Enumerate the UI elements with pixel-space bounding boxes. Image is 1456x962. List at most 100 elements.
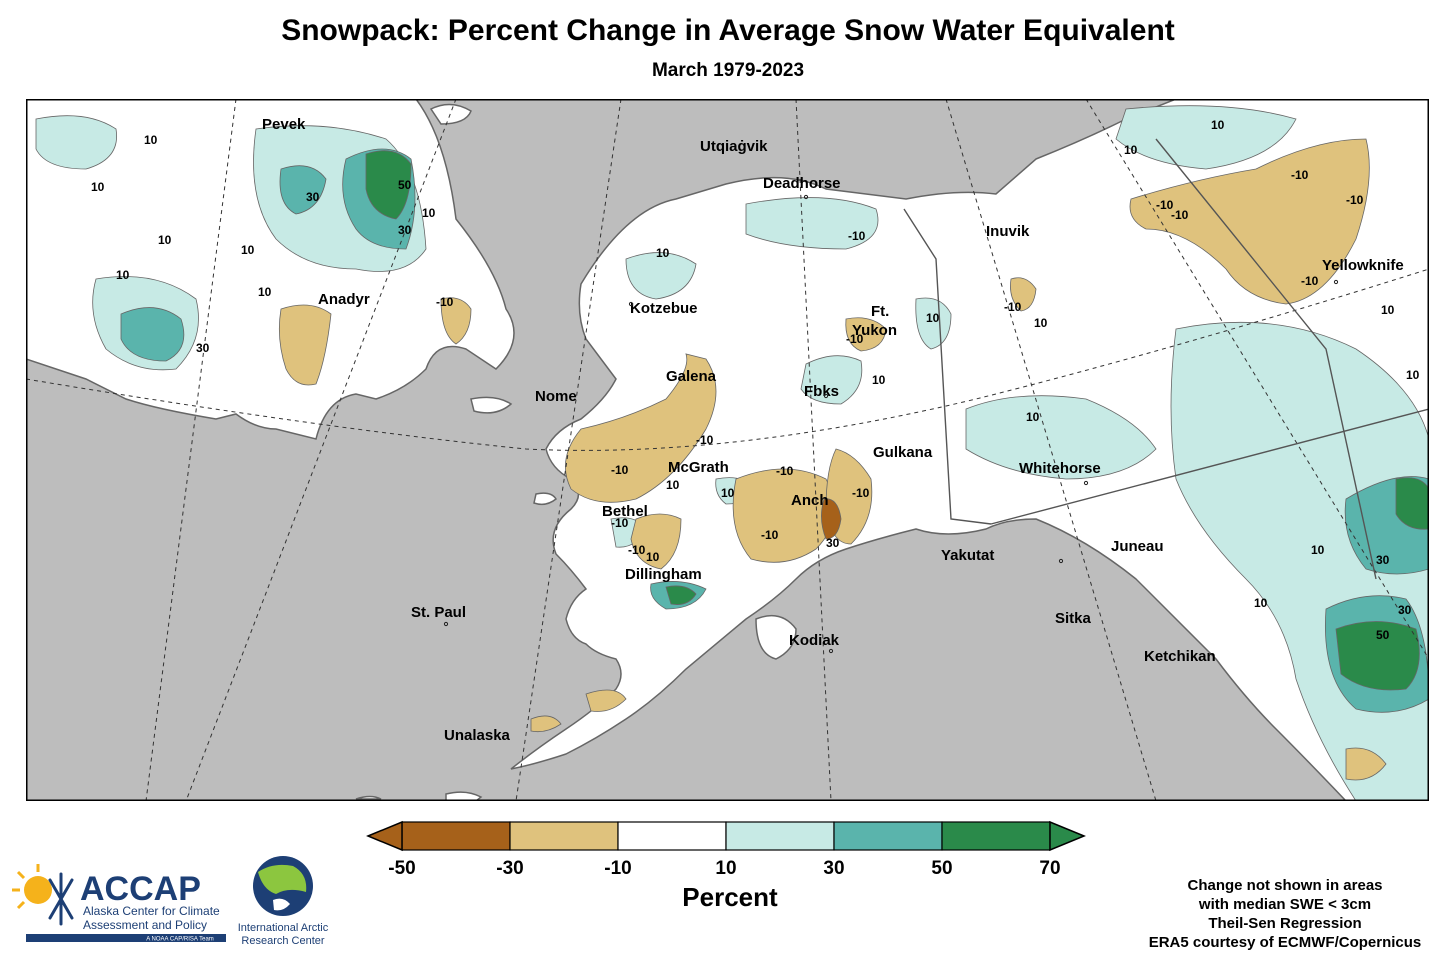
place-label: Sitka	[1055, 610, 1092, 627]
accap-line2: Assessment and Policy	[83, 918, 207, 932]
region-pos-10-30	[1115, 105, 1297, 170]
region-neg-10-30	[732, 468, 835, 563]
legend-title: Percent	[682, 882, 778, 912]
region-pos-10-30	[625, 252, 697, 300]
region-pos-30-50	[120, 307, 185, 362]
contour-label: 10	[656, 246, 670, 260]
border-canada-provinces	[1155, 138, 1377, 580]
color-legend: -50 -30 -10 10 30 50 70 Percent	[366, 820, 1086, 912]
place-label: Ft.	[871, 303, 889, 320]
note-line: with median SWE < 3cm	[1198, 896, 1372, 913]
region-pos-10-30	[965, 395, 1157, 480]
town-marker	[1333, 279, 1339, 285]
place-label: Anadyr	[318, 291, 370, 308]
land-wrangel	[429, 103, 472, 125]
legend-bin	[617, 821, 727, 851]
region-pos-10-30	[915, 297, 952, 350]
region-neg-10-30	[565, 353, 717, 503]
note-line: Change not shown in areas	[1187, 877, 1383, 894]
legend-tick-label: 50	[931, 858, 952, 879]
town-marker	[828, 648, 834, 654]
place-label: Whitehorse	[1019, 460, 1101, 477]
map-frame	[26, 99, 1429, 801]
contour-label: 10	[1381, 303, 1395, 317]
place-label: Yakutat	[941, 547, 994, 564]
contour-label: 30	[398, 223, 412, 237]
place-label: Fbks	[804, 383, 839, 400]
place-label: Kotzebue	[630, 300, 698, 317]
legend-arrow-low	[366, 820, 403, 852]
region-neg-10-30	[845, 317, 887, 352]
contour-label: 10	[666, 478, 680, 492]
sun-icon	[12, 864, 52, 910]
town-marker	[823, 393, 829, 399]
contour-label: 30	[1376, 553, 1390, 567]
town-marker	[803, 194, 809, 200]
contour-labels: 10 10 10 10 30 50 30 10 10 10 -10 30 10 …	[91, 118, 1420, 642]
town-marker	[1058, 558, 1064, 564]
region-neg-10-30	[630, 513, 682, 570]
contour-label: 10	[721, 486, 735, 500]
land-kodiak	[755, 614, 797, 660]
contour-label: -10	[848, 229, 866, 243]
snowpack-map: Pevek Anadyr Utqiaġvik Deadhorse Inuvik …	[26, 99, 1429, 801]
iarc-line2: Research Center	[241, 935, 325, 947]
region-pos-10-30	[800, 355, 863, 405]
legend-bin	[833, 821, 943, 851]
contour-label: 10	[91, 180, 105, 194]
region-pos-10-30	[745, 197, 879, 250]
region-pos-50-70	[665, 585, 697, 605]
legend-tick-label: -50	[388, 858, 415, 879]
region-neg-10-30	[1010, 277, 1037, 312]
legend-tick-label: 10	[715, 858, 736, 879]
map-title: Snowpack: Percent Change in Average Snow…	[281, 14, 1175, 47]
town-marker	[628, 301, 634, 307]
place-labels: Pevek Anadyr Utqiaġvik Deadhorse Inuvik …	[262, 116, 1404, 744]
contour-label: -10	[436, 295, 454, 309]
place-label: Nome	[535, 388, 577, 405]
place-label: Ketchikan	[1144, 648, 1216, 665]
accap-line1: Alaska Center for Climate	[83, 904, 220, 918]
place-label: Utqiaġvik	[700, 138, 768, 155]
legend-tick-label: 30	[823, 858, 844, 879]
contour-label: -10	[1346, 193, 1364, 207]
contour-label: 10	[1311, 543, 1325, 557]
contour-label: 10	[1406, 368, 1420, 382]
border-alaska-canada	[903, 208, 992, 525]
border-bc	[990, 408, 1429, 525]
change-regions	[35, 105, 1429, 801]
contour-label: -10	[696, 433, 714, 447]
place-label: McGrath	[668, 459, 729, 476]
place-label: Kodiak	[789, 632, 840, 649]
place-label: Bethel	[602, 503, 648, 520]
legend-tick-label: 70	[1039, 858, 1060, 879]
contour-label: 10	[144, 133, 158, 147]
contour-label: -10	[611, 516, 629, 530]
contour-label: 10	[646, 550, 660, 564]
legend-tick-label: -30	[496, 858, 523, 879]
contour-label: 50	[398, 178, 412, 192]
note-line: Theil-Sen Regression	[1208, 915, 1362, 932]
graticule	[26, 99, 1429, 801]
land-st-lawrence	[470, 396, 513, 414]
place-label: Inuvik	[986, 223, 1030, 240]
place-label: Yellowknife	[1322, 257, 1404, 274]
contour-label: -10	[611, 463, 629, 477]
contour-label: -10	[628, 543, 646, 557]
place-label: Galena	[666, 368, 717, 385]
town-markers	[443, 194, 1339, 654]
legend-arrow-high	[1049, 820, 1086, 852]
region-pos-30-50	[279, 165, 327, 215]
region-pos-50-70	[1395, 477, 1429, 530]
iarc-logo	[253, 856, 313, 916]
contour-label: 50	[1376, 628, 1390, 642]
contour-label: -10	[776, 464, 794, 478]
contour-label: 10	[241, 243, 255, 257]
place-label: Juneau	[1111, 538, 1164, 555]
contour-label: 10	[1034, 316, 1048, 330]
map-subtitle: March 1979-2023	[651, 60, 805, 81]
place-label: Pevek	[262, 116, 306, 133]
contour-label: 10	[1254, 596, 1268, 610]
region-neg-10-30	[1129, 138, 1370, 305]
contour-label: 30	[1398, 603, 1412, 617]
